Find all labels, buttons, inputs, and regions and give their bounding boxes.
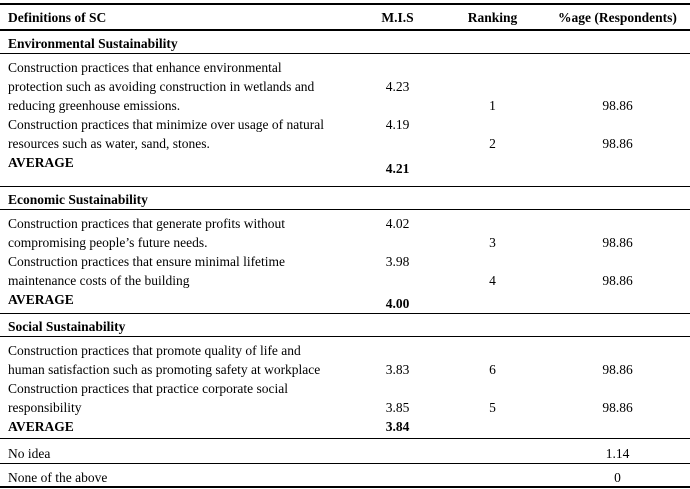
definition-line: responsibility <box>8 400 82 415</box>
definition-line: Construction practices that enhance envi… <box>8 60 282 75</box>
table-row: Construction practices that practice cor… <box>0 379 690 417</box>
pct-value: 98.86 <box>602 136 633 151</box>
table-row: Construction practices that generate pro… <box>0 214 690 252</box>
average-mis-value: 3.84 <box>385 419 410 434</box>
table-row: Construction practices that enhance envi… <box>0 58 690 115</box>
col-header-mis: M.I.S <box>381 10 414 25</box>
section-title-economic: Economic Sustainability <box>0 187 690 210</box>
none-of-the-above-row: None of the above 0 <box>0 464 690 488</box>
definition-line: Construction practices that ensure minim… <box>8 254 286 269</box>
definition-line: resources such as water, sand, stones. <box>8 136 210 151</box>
section-title-social: Social Sustainability <box>0 314 690 337</box>
average-mis-value: 4.21 <box>385 161 410 176</box>
pct-value: 0 <box>614 470 621 485</box>
mis-value: 3.98 <box>385 254 410 269</box>
average-mis-value: 4.00 <box>385 296 410 311</box>
definition-line: reducing greenhouse emissions. <box>8 98 181 113</box>
average-row: AVERAGE 4.21 <box>0 153 690 176</box>
section-body-economic: Construction practices that generate pro… <box>0 210 690 314</box>
definition-cell: Construction practices that practice cor… <box>0 379 355 417</box>
definition-cell: Construction practices that promote qual… <box>0 341 355 379</box>
definition-cell: Construction practices that enhance envi… <box>0 58 355 115</box>
rank-value: 1 <box>489 98 496 113</box>
rank-value: 3 <box>489 235 496 250</box>
table-header-row: Definitions of SC M.I.S Ranking %age (Re… <box>0 3 690 31</box>
mis-value: 4.02 <box>385 216 410 231</box>
average-label: AVERAGE <box>8 155 74 170</box>
rank-value: 5 <box>489 400 496 415</box>
definition-line: human satisfaction such as promoting saf… <box>8 362 321 377</box>
mis-value: 3.85 <box>385 400 410 415</box>
col-header-definitions: Definitions of SC <box>8 10 107 25</box>
definition-line: compromising people’s future needs. <box>8 235 208 250</box>
mis-value: 4.23 <box>385 79 410 94</box>
definition-line: maintenance costs of the building <box>8 273 190 288</box>
table-row: Construction practices that ensure minim… <box>0 252 690 290</box>
definition-line: Construction practices that minimize ove… <box>8 117 325 132</box>
table-row: Construction practices that minimize ove… <box>0 115 690 153</box>
sustainability-definitions-table: Definitions of SC M.I.S Ranking %age (Re… <box>0 3 690 488</box>
definition-line: Construction practices that practice cor… <box>8 381 289 396</box>
average-label: AVERAGE <box>8 292 74 307</box>
mis-value: 3.83 <box>385 362 410 377</box>
pct-value: 98.86 <box>602 400 633 415</box>
definition-line: Construction practices that promote qual… <box>8 343 301 358</box>
pct-value: 98.86 <box>602 362 633 377</box>
section-title-environmental: Environmental Sustainability <box>0 31 690 54</box>
definition-cell: Construction practices that ensure minim… <box>0 252 355 290</box>
definition-line: Construction practices that generate pro… <box>8 216 286 231</box>
rank-value: 2 <box>489 136 496 151</box>
footer-label: No idea <box>8 446 51 461</box>
average-row: AVERAGE 4.00 <box>0 290 690 311</box>
average-label: AVERAGE <box>8 419 74 434</box>
average-row: AVERAGE 3.84 <box>0 417 690 436</box>
col-header-ranking: Ranking <box>467 10 518 25</box>
mis-value: 4.19 <box>385 117 410 132</box>
section-body-social: Construction practices that promote qual… <box>0 337 690 439</box>
definition-cell: Construction practices that generate pro… <box>0 214 355 252</box>
pct-value: 98.86 <box>602 273 633 288</box>
col-header-percentage: %age (Respondents) <box>558 10 677 25</box>
table-row: Construction practices that promote qual… <box>0 341 690 379</box>
no-idea-row: No idea 1.14 <box>0 439 690 464</box>
pct-value: 98.86 <box>602 235 633 250</box>
rank-value: 6 <box>489 362 496 377</box>
pct-value: 98.86 <box>602 98 633 113</box>
pct-value: 1.14 <box>605 446 630 461</box>
definition-cell: Construction practices that minimize ove… <box>0 115 355 153</box>
definition-line: protection such as avoiding construction… <box>8 79 315 94</box>
rank-value: 4 <box>489 273 496 288</box>
footer-label: None of the above <box>8 470 108 485</box>
section-body-environmental: Construction practices that enhance envi… <box>0 54 690 187</box>
